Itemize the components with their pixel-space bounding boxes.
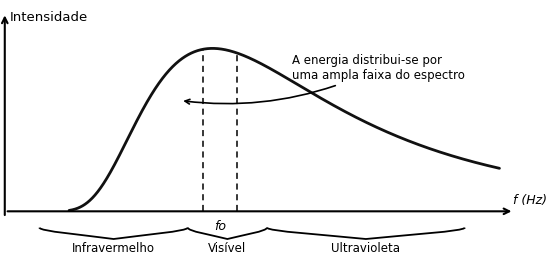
Text: Visível: Visível xyxy=(208,242,247,255)
Text: fo: fo xyxy=(214,220,226,233)
Text: f (Hz): f (Hz) xyxy=(513,194,547,207)
Text: Infravermelho: Infravermelho xyxy=(72,242,155,255)
Text: A energia distribui-se por
uma ampla faixa do espectro: A energia distribui-se por uma ampla fai… xyxy=(185,54,465,104)
Text: Intensidade: Intensidade xyxy=(10,11,88,24)
Text: Ultravioleta: Ultravioleta xyxy=(331,242,400,255)
